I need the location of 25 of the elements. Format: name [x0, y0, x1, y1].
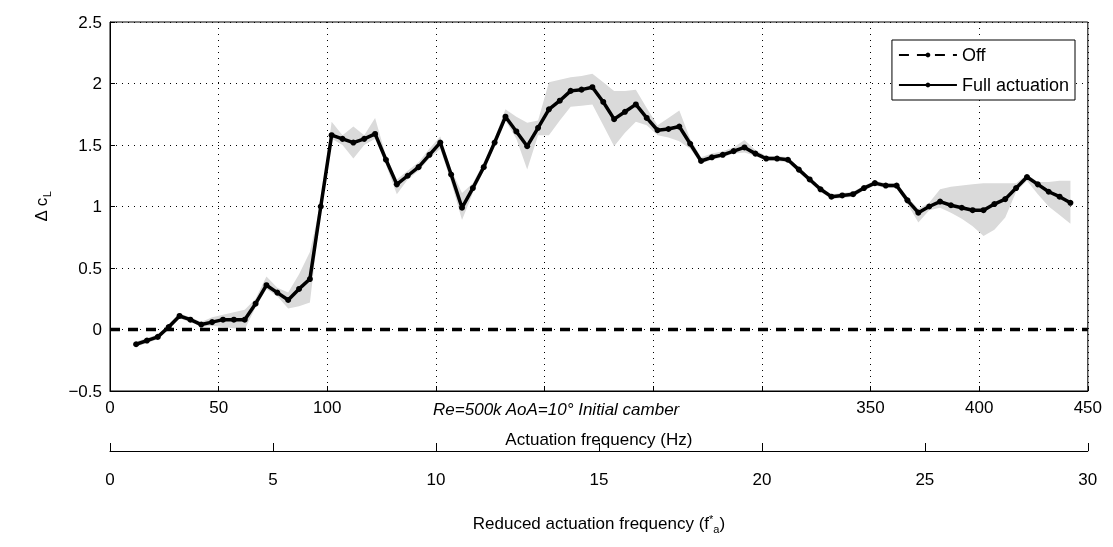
y-tick-label: 0.5	[78, 258, 102, 278]
x-tick-label: 400	[964, 398, 994, 417]
x2-tick-label: 10	[426, 470, 446, 489]
y-tick-label: −0.5	[68, 381, 102, 401]
y-tick-label: 2.5	[78, 12, 102, 32]
x2-tick-label: 20	[752, 470, 772, 489]
y-tick-label: 1.5	[78, 135, 102, 155]
x2-tick-label: 30	[1078, 470, 1098, 489]
x-axis-title: Actuation frequency (Hz)	[505, 430, 693, 449]
y-axis-title: Δ cL	[32, 191, 53, 222]
text: Re=500k AoA=10° Initial camber	[433, 400, 681, 419]
x-tick-label: 450	[1073, 398, 1103, 417]
x2-tick-label: 0	[105, 470, 115, 489]
x-tick-label: 50	[209, 398, 229, 417]
x-tick-label: 350	[856, 398, 885, 417]
legend-label: Off	[961, 45, 987, 65]
legend-label: Full actuation	[961, 75, 1069, 95]
x2-tick-label: 5	[268, 470, 278, 489]
x2-tick-label: 15	[589, 470, 609, 489]
x-tick-label: 0	[105, 398, 115, 417]
x-tick-label: 100	[313, 398, 342, 417]
y-tick-label: 2	[92, 74, 102, 93]
x2-tick-label: 25	[915, 470, 935, 489]
y-tick-label: 1	[92, 197, 102, 216]
y-tick-label: 0	[92, 320, 102, 339]
